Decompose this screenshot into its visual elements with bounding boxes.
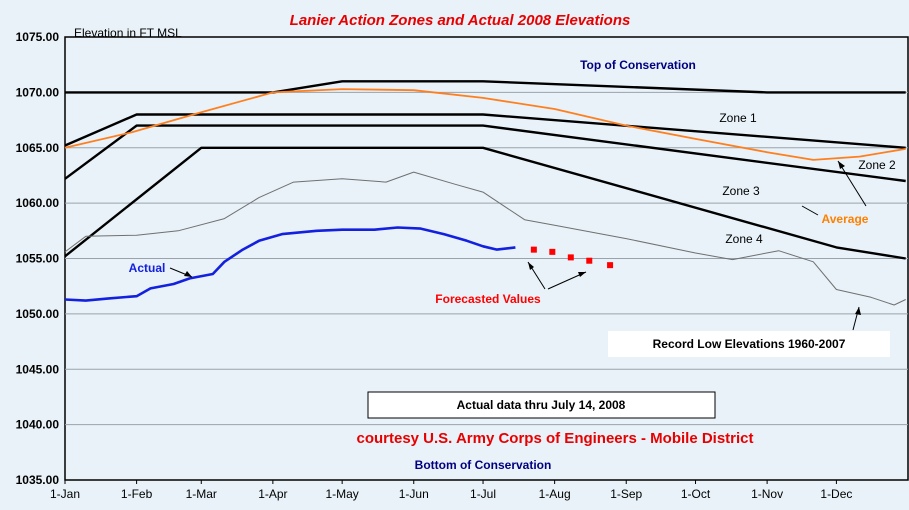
y-tick-label: 1075.00 bbox=[16, 30, 60, 44]
x-tick-label: 1-Aug bbox=[539, 487, 571, 501]
x-tick-label: 1-Mar bbox=[186, 487, 217, 501]
forecast-point bbox=[530, 246, 537, 253]
arrow-average bbox=[801, 205, 819, 216]
forecast-point bbox=[586, 257, 593, 264]
y-tick-label: 1050.00 bbox=[16, 307, 60, 321]
x-tick-label: 1-Jul bbox=[470, 487, 496, 501]
record-low-box bbox=[608, 331, 890, 357]
forecast-point bbox=[607, 262, 614, 269]
series-top-of-conservation bbox=[65, 80, 906, 94]
arrowhead-average bbox=[838, 161, 845, 169]
series-zone-2 bbox=[64, 124, 906, 183]
annotation-top-of-conservation: Top of Conservation bbox=[580, 58, 696, 72]
annotation-zone-2: Zone 2 bbox=[858, 158, 896, 172]
x-tick-label: 1-Nov bbox=[751, 487, 783, 501]
series-zone-1 bbox=[64, 113, 906, 149]
x-tick-label: 1-Jun bbox=[399, 487, 429, 501]
x-tick-label: 1-Apr bbox=[258, 487, 287, 501]
y-tick-label: 1060.00 bbox=[16, 196, 60, 210]
series-zone-3 bbox=[64, 146, 906, 260]
forecast-point bbox=[549, 248, 556, 255]
annotation-zone-1: Zone 1 bbox=[719, 111, 757, 125]
y-tick-label: 1070.00 bbox=[16, 85, 60, 99]
x-tick-label: 1-Sep bbox=[610, 487, 642, 501]
x-tick-label: 1-May bbox=[325, 487, 358, 501]
actual-data-box bbox=[367, 391, 716, 419]
y-tick-label: 1045.00 bbox=[16, 362, 60, 376]
annotation-zone-3: Zone 3 bbox=[722, 184, 760, 198]
annotation-actual: Actual bbox=[129, 261, 166, 275]
y-tick-label: 1065.00 bbox=[16, 141, 60, 155]
arrowhead-forecast-2 bbox=[578, 272, 586, 277]
forecast-layer bbox=[530, 246, 614, 269]
y-tick-label: 1055.00 bbox=[16, 252, 60, 266]
x-tick-label: 1-Oct bbox=[681, 487, 711, 501]
annotation-record-low: Record Low Elevations 1960-2007 bbox=[653, 337, 846, 351]
arrow-average-2 bbox=[837, 160, 867, 207]
annotation-zone-4: Zone 4 bbox=[725, 232, 763, 246]
arrow-heads bbox=[184, 161, 861, 315]
series-actual bbox=[64, 226, 516, 302]
annotation-actual-data-thru: Actual data thru July 14, 2008 bbox=[457, 398, 626, 412]
x-tick-label: 1-Dec bbox=[820, 487, 852, 501]
arrowhead-forecast-1 bbox=[528, 262, 534, 270]
series-average bbox=[64, 88, 906, 161]
x-tick-labels: 1-Jan 1-Feb 1-Mar 1-Apr 1-May 1-Jun 1-Jul 1-Aug… bbox=[50, 480, 852, 501]
forecast-point bbox=[567, 254, 574, 261]
chart-title: Lanier Action Zones and Actual 2008 Elev… bbox=[290, 12, 631, 29]
arrowhead-actual bbox=[184, 271, 192, 277]
y-axis-label: Elevation in FT MSL bbox=[74, 26, 182, 40]
x-tick-label: 1-Feb bbox=[121, 487, 153, 501]
series-record-low-elevations-1960-2007 bbox=[64, 171, 906, 306]
annotation-courtesy: courtesy U.S. Army Corps of Engineers - … bbox=[356, 430, 753, 447]
arrowhead-record-low bbox=[855, 307, 861, 315]
annotation-forecasted-values: Forecasted Values bbox=[435, 292, 541, 306]
x-tick-label: 1-Jan bbox=[50, 487, 80, 501]
y-tick-label: 1040.00 bbox=[16, 418, 60, 432]
annotation-average: Average bbox=[822, 212, 869, 226]
series-layer bbox=[64, 80, 906, 306]
annotation-bottom-of-conservation: Bottom of Conservation bbox=[415, 458, 552, 472]
y-tick-labels: 1035.00 1040.00 1045.00 1050.00 1055.00 1060.… bbox=[16, 30, 60, 487]
y-tick-label: 1035.00 bbox=[16, 473, 60, 487]
